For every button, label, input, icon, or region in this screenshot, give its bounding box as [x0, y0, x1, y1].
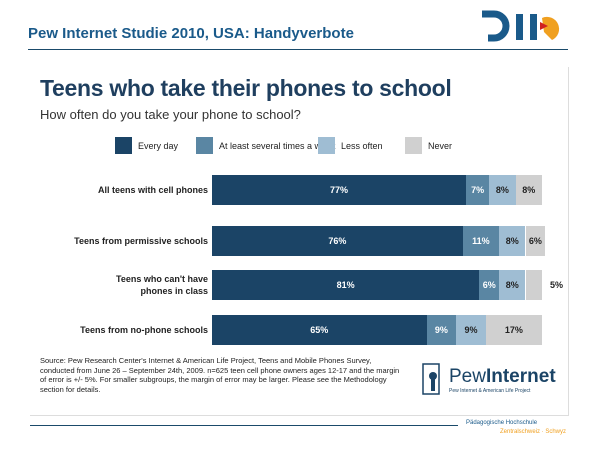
legend-swatch — [196, 137, 213, 154]
bar-segment: 81% — [212, 270, 480, 300]
bar-segment: 6% — [479, 270, 500, 300]
data-label: 81% — [336, 280, 355, 290]
bar-segment: 8% — [515, 175, 542, 205]
legend-swatch — [115, 137, 132, 154]
bar-segment: 8% — [499, 270, 526, 300]
pew-logo-subtext: Pew Internet & American Life Project — [449, 388, 531, 394]
bar-segment: 76% — [212, 226, 463, 256]
bar-segment: 11% — [462, 226, 500, 256]
bar-segment: 65% — [212, 315, 427, 345]
data-label: 8% — [522, 185, 536, 195]
source-note: Source: Pew Research Center's Internet &… — [40, 356, 400, 394]
data-label: 6% — [528, 236, 542, 246]
footer-location: Zentralschweiz · Schwyz — [500, 429, 567, 435]
bar-segment: 7% — [466, 175, 490, 205]
legend-label: Less often — [341, 140, 383, 151]
data-label: 8% — [495, 185, 509, 195]
legend-item: Never — [405, 137, 452, 154]
data-label: 9% — [464, 325, 478, 335]
data-label: 8% — [505, 236, 519, 246]
title-rule — [28, 49, 568, 50]
bar-segment: 17% — [485, 315, 542, 345]
data-label: 76% — [328, 236, 347, 246]
pew-internet-logo: PewInternet Pew Internet & American Life … — [420, 362, 556, 398]
bar-segment: 9% — [456, 315, 486, 345]
data-label: 11% — [472, 236, 490, 246]
data-label: 6% — [482, 280, 496, 290]
data-label: 65% — [310, 325, 329, 335]
data-label: 7% — [471, 185, 485, 195]
data-label: 5% — [550, 280, 564, 290]
legend-item: At least several times a week — [196, 137, 336, 154]
legend-item: Less often — [318, 137, 383, 154]
bar-segment: 77% — [212, 175, 467, 205]
bar-segment: 9% — [426, 315, 457, 345]
chart-title: Teens who take their phones to school — [40, 75, 452, 101]
data-label: 8% — [505, 280, 519, 290]
category-label: All teens with cell phones — [97, 185, 208, 195]
footer-institution: Pädagogische Hochschule — [466, 420, 538, 426]
bar-segment: 8% — [489, 175, 516, 205]
bar-segment: 8% — [499, 226, 526, 256]
bar-segment: 6% — [525, 226, 546, 256]
category-label: Teens who can't have phones in class — [116, 274, 208, 296]
legend-label: Never — [428, 140, 453, 151]
data-label: 77% — [330, 185, 349, 195]
bar-segment: 5% — [525, 270, 563, 300]
phz-logo — [482, 10, 560, 42]
chart-subtitle: How often do you take your phone to scho… — [40, 107, 301, 122]
legend-label: Every day — [138, 140, 179, 151]
data-label: 9% — [434, 325, 448, 335]
chart-panel — [30, 67, 569, 416]
footer-rule — [30, 425, 458, 426]
legend-label: At least several times a week — [219, 140, 336, 151]
legend-item: Every day — [115, 137, 178, 154]
category-label: Teens from permissive schools — [74, 236, 208, 246]
legend-swatch — [318, 137, 335, 154]
slide-title: Pew Internet Studie 2010, USA: Handyverb… — [28, 25, 354, 42]
legend-swatch — [405, 137, 422, 154]
category-label: Teens from no-phone schools — [80, 325, 208, 335]
pew-logo-icon — [422, 363, 440, 395]
data-label: 17% — [504, 325, 523, 335]
